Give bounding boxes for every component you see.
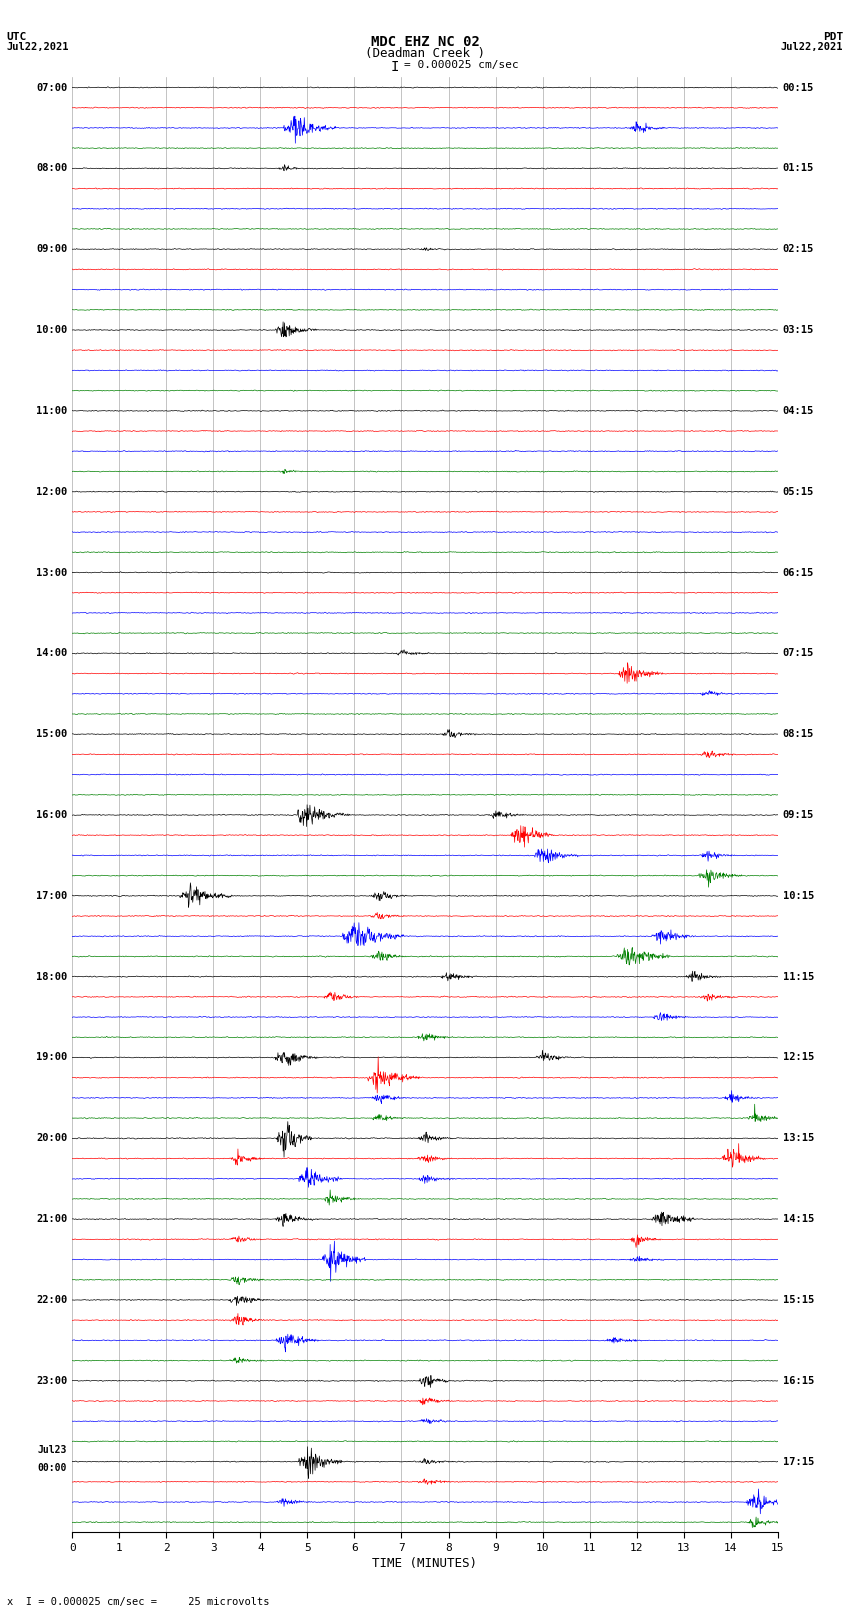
Text: 10:00: 10:00: [36, 324, 67, 336]
X-axis label: TIME (MINUTES): TIME (MINUTES): [372, 1557, 478, 1569]
Text: 06:15: 06:15: [783, 568, 814, 577]
Text: 08:15: 08:15: [783, 729, 814, 739]
Text: Jul23: Jul23: [37, 1445, 67, 1455]
Text: I: I: [391, 60, 399, 74]
Text: 02:15: 02:15: [783, 244, 814, 255]
Text: 22:00: 22:00: [36, 1295, 67, 1305]
Text: 07:00: 07:00: [36, 82, 67, 92]
Text: MDC EHZ NC 02: MDC EHZ NC 02: [371, 35, 479, 50]
Text: x  I = 0.000025 cm/sec =     25 microvolts: x I = 0.000025 cm/sec = 25 microvolts: [7, 1597, 269, 1607]
Text: 12:15: 12:15: [783, 1052, 814, 1063]
Text: 15:00: 15:00: [36, 729, 67, 739]
Text: (Deadman Creek ): (Deadman Creek ): [365, 47, 485, 60]
Text: 00:00: 00:00: [37, 1463, 67, 1473]
Text: 07:15: 07:15: [783, 648, 814, 658]
Text: 20:00: 20:00: [36, 1134, 67, 1144]
Text: 08:00: 08:00: [36, 163, 67, 173]
Text: 16:15: 16:15: [783, 1376, 814, 1386]
Text: 00:15: 00:15: [783, 82, 814, 92]
Text: 17:00: 17:00: [36, 890, 67, 900]
Text: 11:00: 11:00: [36, 406, 67, 416]
Text: 09:15: 09:15: [783, 810, 814, 819]
Text: 19:00: 19:00: [36, 1052, 67, 1063]
Text: UTC: UTC: [7, 32, 27, 42]
Text: 13:00: 13:00: [36, 568, 67, 577]
Text: 12:00: 12:00: [36, 487, 67, 497]
Text: 17:15: 17:15: [783, 1457, 814, 1466]
Text: 13:15: 13:15: [783, 1134, 814, 1144]
Text: 21:00: 21:00: [36, 1215, 67, 1224]
Text: 04:15: 04:15: [783, 406, 814, 416]
Text: 23:00: 23:00: [36, 1376, 67, 1386]
Text: 05:15: 05:15: [783, 487, 814, 497]
Text: PDT: PDT: [823, 32, 843, 42]
Text: 01:15: 01:15: [783, 163, 814, 173]
Text: = 0.000025 cm/sec: = 0.000025 cm/sec: [404, 60, 518, 69]
Text: 11:15: 11:15: [783, 971, 814, 982]
Text: 16:00: 16:00: [36, 810, 67, 819]
Text: 14:00: 14:00: [36, 648, 67, 658]
Text: 09:00: 09:00: [36, 244, 67, 255]
Text: 14:15: 14:15: [783, 1215, 814, 1224]
Text: 18:00: 18:00: [36, 971, 67, 982]
Text: 03:15: 03:15: [783, 324, 814, 336]
Text: Jul22,2021: Jul22,2021: [780, 42, 843, 52]
Text: 10:15: 10:15: [783, 890, 814, 900]
Text: Jul22,2021: Jul22,2021: [7, 42, 70, 52]
Text: 15:15: 15:15: [783, 1295, 814, 1305]
